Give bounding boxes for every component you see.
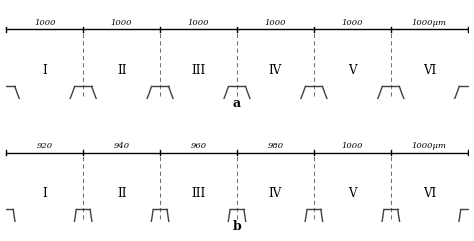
Text: a: a — [233, 97, 241, 110]
Text: b: b — [233, 220, 241, 233]
Text: 1000: 1000 — [264, 19, 286, 27]
Text: V: V — [348, 187, 356, 200]
Text: 1000: 1000 — [188, 19, 210, 27]
Text: 980: 980 — [267, 142, 283, 150]
Text: 920: 920 — [36, 142, 53, 150]
Text: III: III — [191, 187, 206, 200]
Text: 1000: 1000 — [111, 19, 132, 27]
Text: II: II — [117, 187, 127, 200]
Text: VI: VI — [423, 187, 436, 200]
Text: V: V — [348, 64, 356, 77]
Text: 940: 940 — [114, 142, 130, 150]
Text: VI: VI — [423, 64, 436, 77]
Text: 1000: 1000 — [342, 142, 363, 150]
Text: IV: IV — [269, 64, 282, 77]
Text: 1000: 1000 — [34, 19, 55, 27]
Text: 1000μm: 1000μm — [412, 142, 447, 150]
Text: I: I — [42, 187, 47, 200]
Text: I: I — [42, 64, 47, 77]
Text: III: III — [191, 64, 206, 77]
Text: 1000μm: 1000μm — [412, 19, 447, 27]
Text: 960: 960 — [191, 142, 207, 150]
Text: IV: IV — [269, 187, 282, 200]
Text: II: II — [117, 64, 127, 77]
Text: 1000: 1000 — [342, 19, 363, 27]
